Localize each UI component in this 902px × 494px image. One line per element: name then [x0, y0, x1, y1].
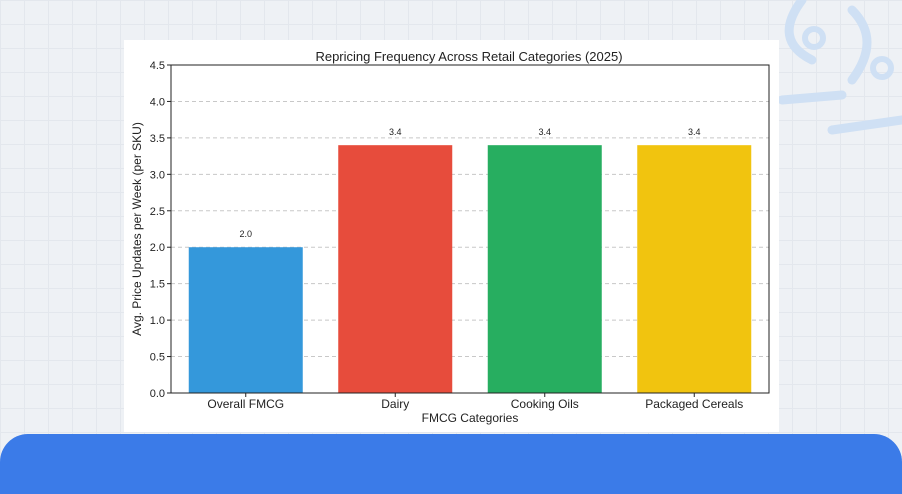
bar — [637, 145, 752, 393]
y-axis-ticks: 0.0 0.5 1.0 1.5 2.0 2.5 3.0 3.5 4.0 4.5 — [150, 60, 171, 400]
x-tick-label: Overall FMCG — [207, 397, 284, 411]
x-tick-label: Dairy — [381, 397, 409, 411]
y-tick-label: 4.5 — [150, 60, 165, 72]
y-tick-label: 3.5 — [150, 133, 165, 145]
y-axis-label: Avg. Price Updates per Week (per SKU) — [130, 122, 144, 336]
decorative-circuit-graphic — [777, 0, 902, 135]
y-tick-label: 2.5 — [150, 206, 165, 218]
plot-frame — [170, 64, 770, 394]
bar-chart: Repricing Frequency Across Retail Catego… — [130, 49, 770, 425]
chart-card: Repricing Frequency Across Retail Catego… — [124, 40, 779, 432]
y-tick-label: 4.0 — [150, 96, 165, 108]
bars — [188, 145, 752, 393]
bar-value-label: 3.4 — [688, 127, 701, 137]
chart-title: Repricing Frequency Across Retail Catego… — [315, 49, 622, 64]
y-tick-label: 0.5 — [150, 352, 165, 364]
y-tick-label: 2.0 — [150, 242, 165, 254]
x-tick-label: Packaged Cereals — [645, 397, 743, 411]
x-axis-label: FMCG Categories — [422, 411, 519, 425]
bar — [487, 145, 602, 393]
bar-value-labels: 2.0 3.4 3.4 3.4 — [239, 127, 700, 239]
y-tick-label: 3.0 — [150, 169, 165, 181]
bar — [188, 247, 303, 393]
x-tick-label: Cooking Oils — [511, 397, 579, 411]
y-tick-label: 1.5 — [150, 279, 165, 291]
bar-value-label: 2.0 — [239, 229, 252, 239]
bar-value-label: 3.4 — [538, 127, 551, 137]
y-tick-label: 0.0 — [150, 388, 165, 400]
y-tick-label: 1.0 — [150, 315, 165, 327]
bar-value-label: 3.4 — [389, 127, 402, 137]
bar — [338, 145, 453, 393]
bottom-banner — [0, 434, 902, 494]
x-axis-ticks: Overall FMCG Dairy Cooking Oils Packaged Ce… — [207, 393, 743, 411]
